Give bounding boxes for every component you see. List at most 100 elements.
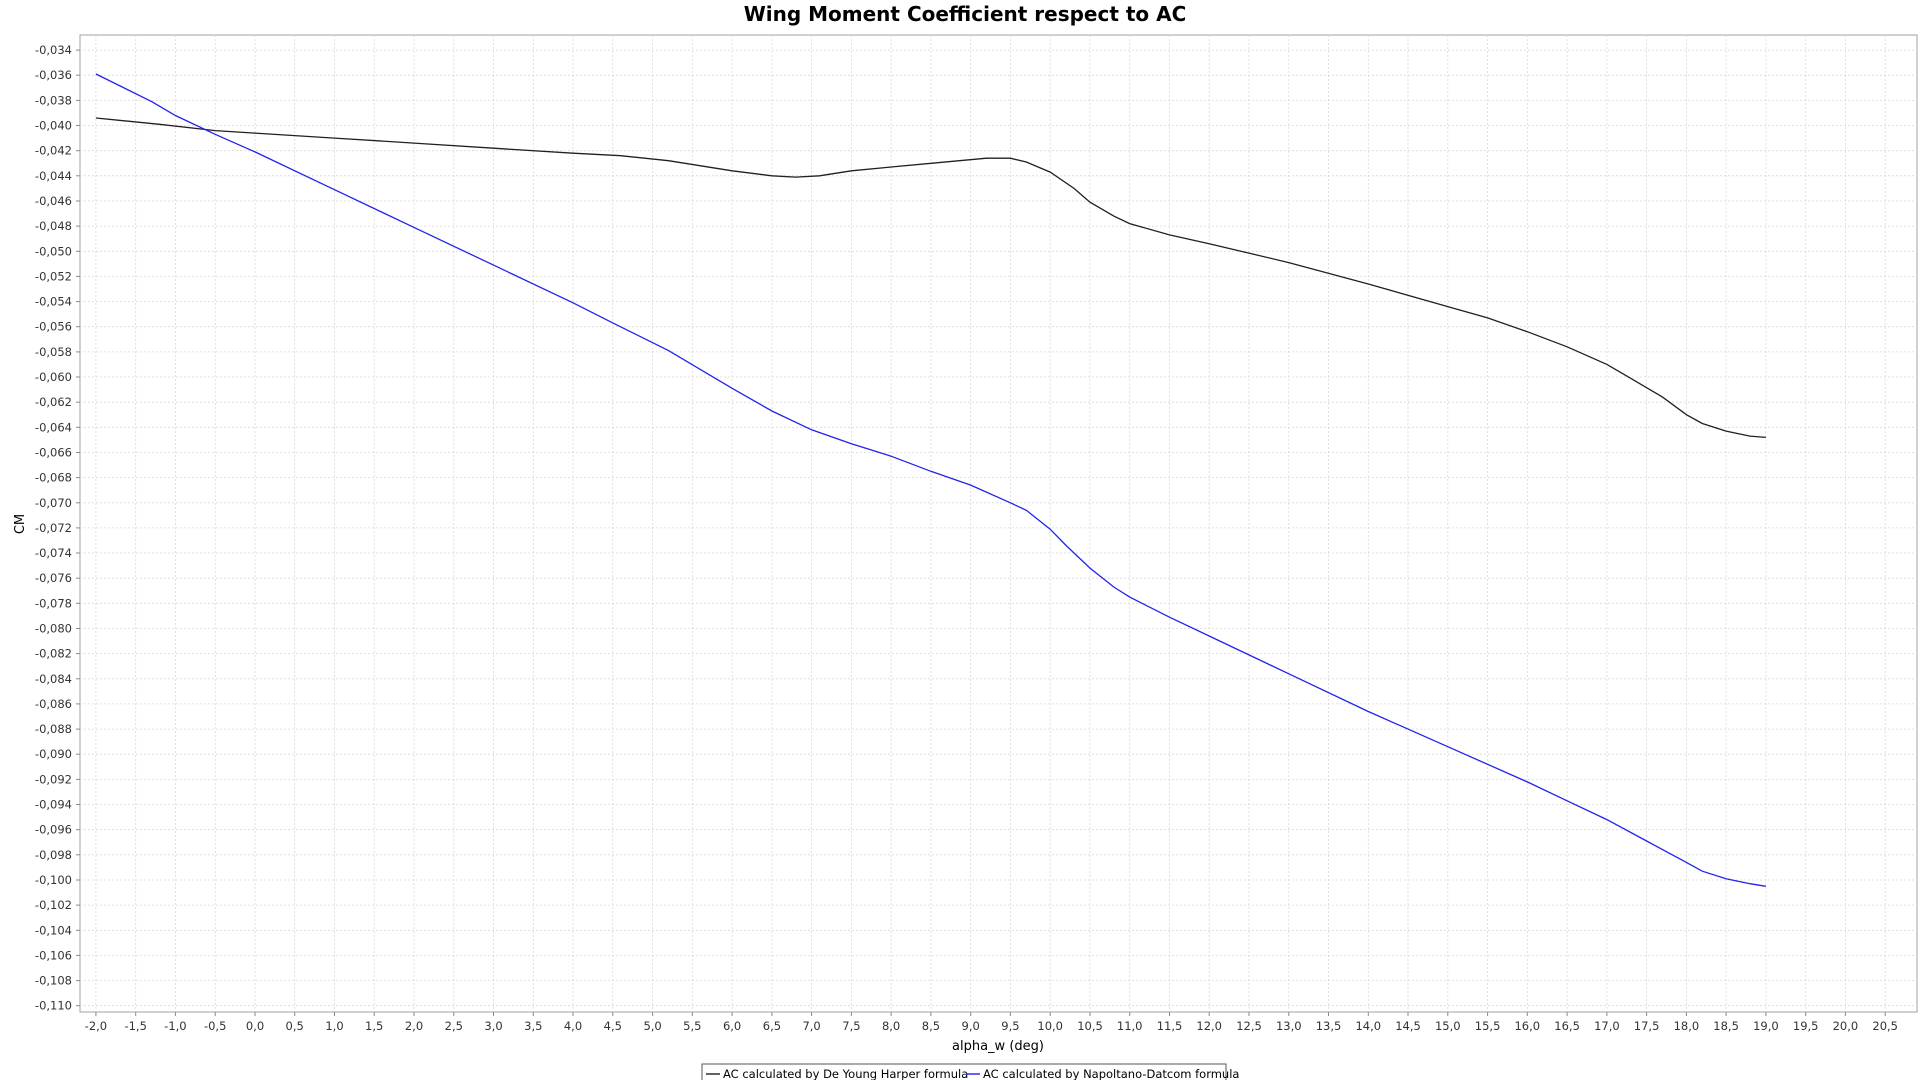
x-tick-label: -1,5 — [124, 1019, 146, 1033]
y-tick-label: -0,094 — [35, 798, 72, 812]
x-tick-label: 1,5 — [365, 1019, 383, 1033]
y-tick-label: -0,104 — [35, 923, 72, 937]
x-tick-label: 9,0 — [962, 1019, 980, 1033]
y-tick-label: -0,066 — [35, 446, 72, 460]
y-tick-label: -0,108 — [35, 974, 72, 988]
x-tick-label: 4,5 — [604, 1019, 622, 1033]
x-tick-label: 19,0 — [1753, 1019, 1779, 1033]
x-tick-label: 10,0 — [1037, 1019, 1063, 1033]
y-tick-label: -0,074 — [35, 546, 72, 560]
y-tick-label: -0,080 — [35, 622, 72, 636]
x-tick-label: 10,5 — [1077, 1019, 1103, 1033]
x-tick-label: 18,0 — [1674, 1019, 1700, 1033]
x-tick-label: 0,0 — [246, 1019, 264, 1033]
x-tick-label: 14,0 — [1355, 1019, 1381, 1033]
y-tick-label: -0,072 — [35, 521, 72, 535]
y-tick-label: -0,056 — [35, 320, 72, 334]
x-tick-label: 2,0 — [405, 1019, 423, 1033]
x-tick-label: 9,5 — [1001, 1019, 1019, 1033]
y-tick-label: -0,092 — [35, 772, 72, 786]
y-tick-label: -0,044 — [35, 169, 72, 183]
y-tick-label: -0,042 — [35, 144, 72, 158]
y-tick-label: -0,070 — [35, 496, 72, 510]
y-tick-label: -0,084 — [35, 672, 72, 686]
x-tick-label: 4,0 — [564, 1019, 582, 1033]
x-tick-label: 7,0 — [802, 1019, 820, 1033]
x-tick-label: 2,5 — [445, 1019, 463, 1033]
y-tick-label: -0,078 — [35, 596, 72, 610]
y-axis-label: CM — [13, 514, 28, 534]
y-tick-label: -0,076 — [35, 571, 72, 585]
x-tick-label: 8,0 — [882, 1019, 900, 1033]
x-tick-label: 16,5 — [1554, 1019, 1580, 1033]
x-tick-label: 20,5 — [1872, 1019, 1898, 1033]
y-tick-label: -0,068 — [35, 471, 72, 485]
y-tick-label: -0,082 — [35, 647, 72, 661]
grid — [80, 35, 1917, 1012]
legend: AC calculated by De Young Harper formula… — [701, 1063, 1239, 1080]
plot-area — [79, 34, 1918, 1013]
x-tick-label: 11,5 — [1157, 1019, 1183, 1033]
y-tick-label: -0,096 — [35, 823, 72, 837]
x-tick-label: -0,5 — [204, 1019, 226, 1033]
x-tick-label: 0,5 — [286, 1019, 304, 1033]
x-tick-label: 1,0 — [325, 1019, 343, 1033]
y-tick-label: -0,090 — [35, 747, 72, 761]
y-tick-label: -0,098 — [35, 848, 72, 862]
y-tick-label: -0,034 — [35, 43, 72, 57]
y-tick-label: -0,106 — [35, 948, 72, 962]
chart-title: Wing Moment Coefficient respect to AC — [744, 2, 1187, 26]
y-tick-label: -0,102 — [35, 898, 72, 912]
x-tick-label: 13,0 — [1276, 1019, 1302, 1033]
x-tick-label: 15,0 — [1435, 1019, 1461, 1033]
x-tick-label: 12,0 — [1196, 1019, 1222, 1033]
y-tick-label: -0,060 — [35, 370, 72, 384]
series-lines — [95, 73, 1767, 887]
x-tick-label: 17,0 — [1594, 1019, 1620, 1033]
x-tick-label: 19,5 — [1793, 1019, 1819, 1033]
x-tick-label: 7,5 — [842, 1019, 860, 1033]
y-tick-label: -0,052 — [35, 269, 72, 283]
x-tick-label: 12,5 — [1236, 1019, 1262, 1033]
y-tick-label: -0,100 — [35, 873, 72, 887]
y-tick-label: -0,046 — [35, 194, 72, 208]
x-tick-label: 5,0 — [643, 1019, 661, 1033]
x-tick-label: 3,0 — [484, 1019, 502, 1033]
legend-label-napoltano-datcom: AC calculated by Napoltano-Datcom formul… — [983, 1067, 1239, 1080]
x-tick-label: 8,5 — [922, 1019, 940, 1033]
y-tick-label: -0,038 — [35, 93, 72, 107]
y-tick-label: -0,086 — [35, 697, 72, 711]
x-axis-label: alpha_w (deg) — [952, 1039, 1044, 1054]
y-tick-label: -0,058 — [35, 345, 72, 359]
y-tick-label: -0,064 — [35, 420, 72, 434]
x-tick-label: 14,5 — [1395, 1019, 1421, 1033]
x-tick-label: 3,5 — [524, 1019, 542, 1033]
x-tick-label: 20,0 — [1833, 1019, 1859, 1033]
y-axis: -0,034 -0,036 -0,038 -0,040 -0,042 -0,044 -0,0… — [35, 43, 80, 1013]
y-tick-label: -0,036 — [35, 68, 72, 82]
series-line-de-young-harper — [95, 117, 1766, 439]
x-tick-label: 16,0 — [1514, 1019, 1540, 1033]
x-tick-label: 6,5 — [763, 1019, 781, 1033]
x-tick-label: 15,5 — [1475, 1019, 1501, 1033]
x-tick-label: 6,0 — [723, 1019, 741, 1033]
y-tick-label: -0,088 — [35, 722, 72, 736]
x-tick-label: 17,5 — [1634, 1019, 1660, 1033]
x-tick-label: 5,5 — [683, 1019, 701, 1033]
x-tick-label: 11,0 — [1117, 1019, 1143, 1033]
x-tick-label: 18,5 — [1713, 1019, 1739, 1033]
y-tick-label: -0,048 — [35, 219, 72, 233]
y-tick-label: -0,062 — [35, 395, 72, 409]
legend-box — [701, 1063, 1227, 1080]
series-line-napoltano-datcom — [95, 73, 1767, 887]
x-tick-label: -1,0 — [164, 1019, 186, 1033]
x-axis: -2,0 -1,5 -1,0 -0,5 0,0 0,5 1,0 1,5 2,0 2,5 3,0 3,5… — [85, 1012, 1898, 1033]
y-tick-label: -0,054 — [35, 295, 72, 309]
y-tick-label: -0,040 — [35, 119, 72, 133]
legend-label-de-young-harper: AC calculated by De Young Harper formula — [723, 1067, 968, 1080]
x-tick-label: 13,5 — [1316, 1019, 1342, 1033]
y-tick-label: -0,050 — [35, 244, 72, 258]
x-tick-label: -2,0 — [85, 1019, 107, 1033]
y-tick-label: -0,110 — [35, 999, 72, 1013]
